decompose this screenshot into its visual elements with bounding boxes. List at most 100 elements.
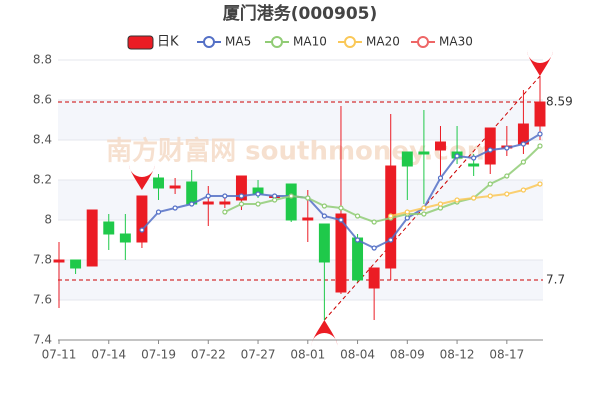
x-tick-label: 07-14 xyxy=(91,348,126,362)
ma-line xyxy=(390,183,541,217)
ma-point xyxy=(238,193,245,199)
candle-body xyxy=(103,221,115,235)
legend-icon xyxy=(271,36,283,48)
x-tick-label: 07-27 xyxy=(241,348,276,362)
ma-point xyxy=(255,201,261,207)
ma-line xyxy=(224,145,541,224)
candle-body xyxy=(86,209,98,267)
candle-body xyxy=(534,101,546,127)
ma-point xyxy=(487,147,493,153)
legend-label: MA30 xyxy=(439,35,473,49)
ma-point xyxy=(354,237,361,243)
ma-point xyxy=(321,203,327,209)
marker-label: 8 xyxy=(138,158,146,173)
ma-point xyxy=(537,181,543,187)
grid-band xyxy=(58,100,543,140)
x-tick-label: 08-17 xyxy=(489,348,524,362)
y-tick-label: 8.8 xyxy=(33,53,52,67)
ma-point xyxy=(520,141,527,147)
marker-pin xyxy=(311,320,338,346)
grid-band xyxy=(58,180,543,220)
ma-point xyxy=(520,187,527,193)
ma-point xyxy=(404,209,410,215)
trend-line xyxy=(324,75,541,321)
y-tick-label: 8.4 xyxy=(33,133,52,147)
marker-label: 8 xyxy=(320,340,328,355)
candle-body xyxy=(219,201,231,205)
legend-label: MA5 xyxy=(225,35,251,49)
x-tick-label: 08-04 xyxy=(340,348,375,362)
candle-body xyxy=(484,127,496,165)
y-tick-label: 8.2 xyxy=(33,173,52,187)
candle-body xyxy=(70,259,82,269)
x-tick-label: 07-22 xyxy=(191,348,226,362)
legend-icon xyxy=(127,35,154,50)
ma-point xyxy=(255,191,261,197)
ma-point xyxy=(437,175,444,181)
ma-point xyxy=(338,205,344,211)
ma-point xyxy=(139,227,145,233)
candle-body xyxy=(335,213,347,293)
ma-point xyxy=(504,191,510,197)
x-tick-label: 08-12 xyxy=(440,348,475,362)
legend-label: MA10 xyxy=(293,35,327,49)
candle-body xyxy=(418,151,430,155)
marker-label: 9 xyxy=(536,44,544,59)
y-tick-label: 7.4 xyxy=(33,333,52,347)
ma-point xyxy=(321,213,327,219)
marker-pin xyxy=(128,164,155,190)
candle-body xyxy=(53,259,65,263)
ma-point xyxy=(172,205,178,211)
ma-point xyxy=(504,173,510,179)
ma-point xyxy=(404,215,410,221)
candle-body xyxy=(401,151,413,167)
x-tick-label: 07-11 xyxy=(42,348,77,362)
ma-point xyxy=(371,219,377,225)
legend-label: MA20 xyxy=(366,35,400,49)
y-tick-label: 7.6 xyxy=(33,293,52,307)
y-tick-label: 7.8 xyxy=(33,253,52,267)
ma-point xyxy=(471,195,477,201)
reference-label: 7.7 xyxy=(546,273,565,287)
ma-point xyxy=(238,201,245,207)
ma-point xyxy=(305,195,311,201)
ma-point xyxy=(189,201,195,207)
candle-body xyxy=(136,195,148,243)
ma-point xyxy=(487,181,493,187)
candle-body xyxy=(368,267,380,289)
ma-point xyxy=(388,237,394,243)
legend-icon xyxy=(417,36,429,48)
ma-point xyxy=(437,205,444,211)
y-tick-label: 8 xyxy=(44,213,52,227)
candle-body xyxy=(318,223,330,263)
candle-body xyxy=(153,177,164,189)
candle-body xyxy=(302,217,314,221)
candle-body xyxy=(352,237,364,281)
ma-point xyxy=(272,197,278,203)
ma-point xyxy=(222,209,228,215)
ma-point xyxy=(454,153,460,159)
ma-point xyxy=(487,193,493,199)
ma-point xyxy=(537,131,543,137)
x-tick-label: 08-01 xyxy=(290,348,325,362)
candle-body xyxy=(468,163,480,167)
candle-body xyxy=(285,183,297,221)
ma-point xyxy=(471,155,477,161)
x-tick-label: 07-19 xyxy=(141,348,176,362)
candle-body xyxy=(435,141,446,151)
chart-title: 厦门港务(000905) xyxy=(223,3,378,24)
ma-point xyxy=(371,245,377,251)
candle-body xyxy=(235,175,247,201)
y-tick-label: 8.6 xyxy=(33,93,52,107)
ma-point xyxy=(421,211,427,217)
ma-point xyxy=(437,201,444,207)
ma-point xyxy=(520,159,527,165)
ma-point xyxy=(354,213,361,219)
legend-label: 日K xyxy=(157,35,179,50)
ma-point xyxy=(155,209,162,215)
legend-icon xyxy=(203,36,215,48)
candle-body xyxy=(186,181,198,205)
candle-body xyxy=(169,185,181,189)
ma-point xyxy=(205,193,211,199)
